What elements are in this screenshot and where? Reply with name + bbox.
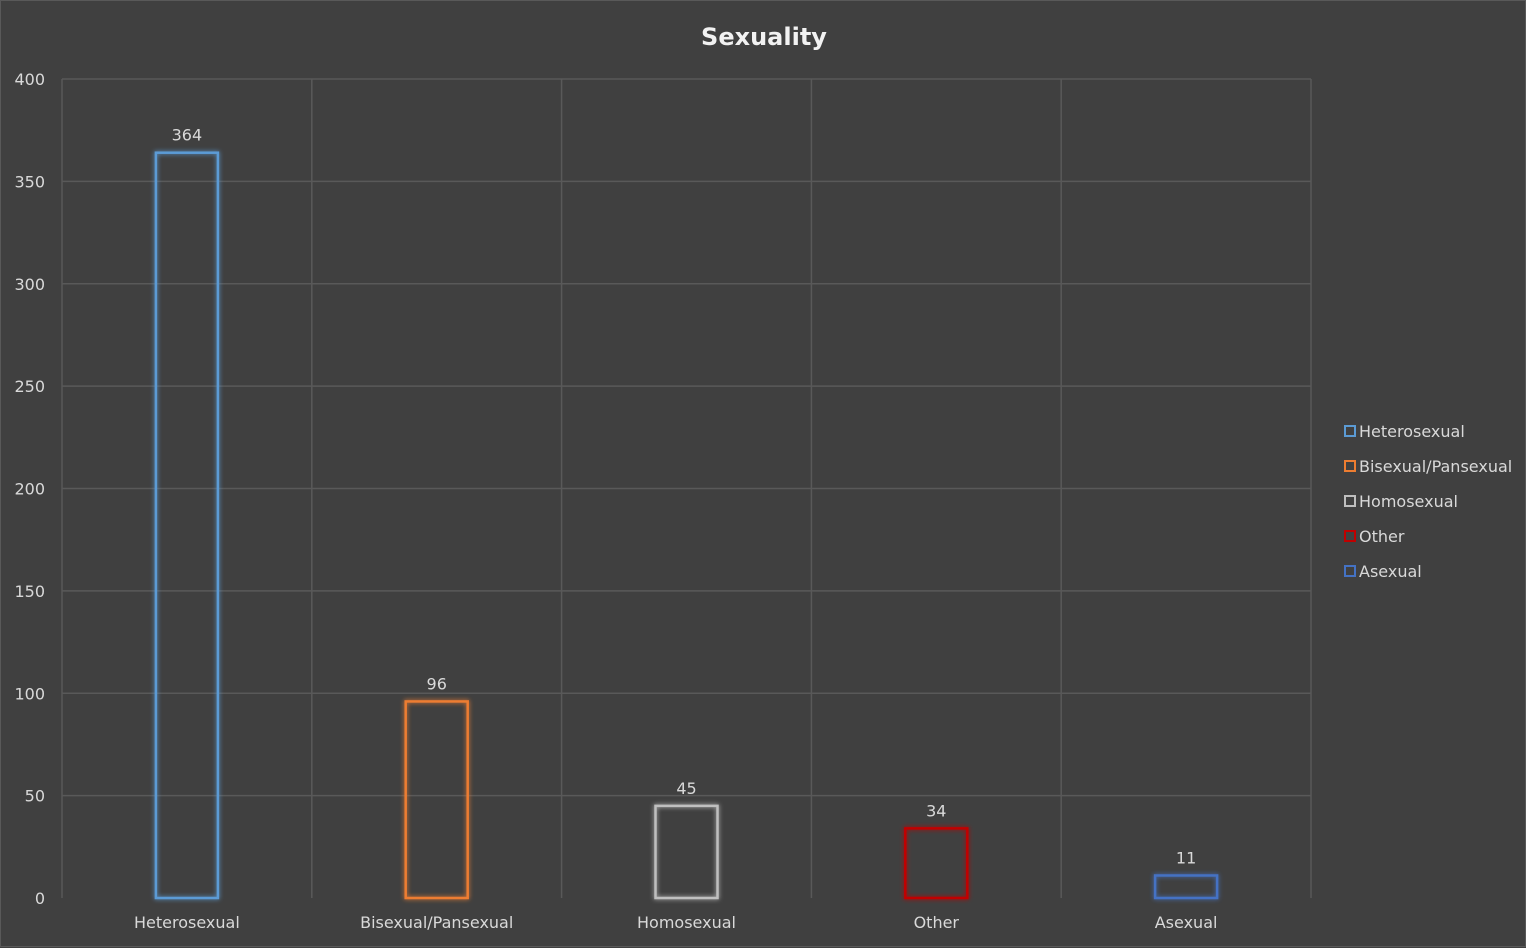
x-tick-label: Asexual (1155, 913, 1218, 932)
x-tick-label: Bisexual/Pansexual (360, 913, 513, 932)
legend-swatch (1344, 565, 1356, 577)
bar-homosexual (654, 804, 719, 900)
y-tick-label: 400 (14, 70, 45, 89)
x-axis: Heterosexual Bisexual/Pansexual Homosexual… (134, 913, 1217, 932)
y-tick-label: 0 (35, 889, 45, 908)
y-tick-label: 50 (25, 787, 45, 806)
x-tick-label: Heterosexual (134, 913, 240, 932)
y-tick-label: 200 (14, 480, 45, 499)
data-label: 96 (427, 674, 447, 693)
y-tick-label: 300 (14, 275, 45, 294)
bars (154, 151, 1219, 900)
legend-entry: Asexual (1359, 562, 1422, 581)
data-label: 11 (1176, 848, 1196, 867)
legend: Heterosexual Bisexual/Pansexual Homosexual… (1344, 422, 1512, 581)
legend-swatch (1344, 460, 1356, 472)
bar-heterosexual (154, 151, 220, 900)
legend-entry: Heterosexual (1359, 422, 1465, 441)
chart-title: Sexuality (701, 23, 827, 51)
data-labels: 364 96 45 34 11 (172, 126, 1197, 868)
bar-bisexual-pansexual (404, 700, 469, 900)
legend-swatch (1344, 530, 1356, 542)
legend-swatch (1344, 495, 1356, 507)
x-tick-label: Homosexual (637, 913, 736, 932)
y-axis: 0 50 100 150 200 250 300 350 400 (14, 70, 45, 908)
y-tick-label: 250 (14, 377, 45, 396)
bar-other (904, 827, 969, 900)
x-tick-label: Other (914, 913, 960, 932)
legend-entry: Other (1359, 527, 1405, 546)
data-label: 34 (926, 801, 946, 820)
y-tick-label: 350 (14, 172, 45, 191)
data-label: 364 (172, 126, 203, 145)
data-label: 45 (676, 779, 696, 798)
legend-entry: Bisexual/Pansexual (1359, 457, 1512, 476)
y-tick-label: 150 (14, 582, 45, 601)
legend-swatch (1344, 425, 1356, 437)
bar-asexual (1153, 874, 1219, 900)
grid (61, 78, 1312, 898)
legend-entry: Homosexual (1359, 492, 1458, 511)
y-tick-label: 100 (14, 684, 45, 703)
